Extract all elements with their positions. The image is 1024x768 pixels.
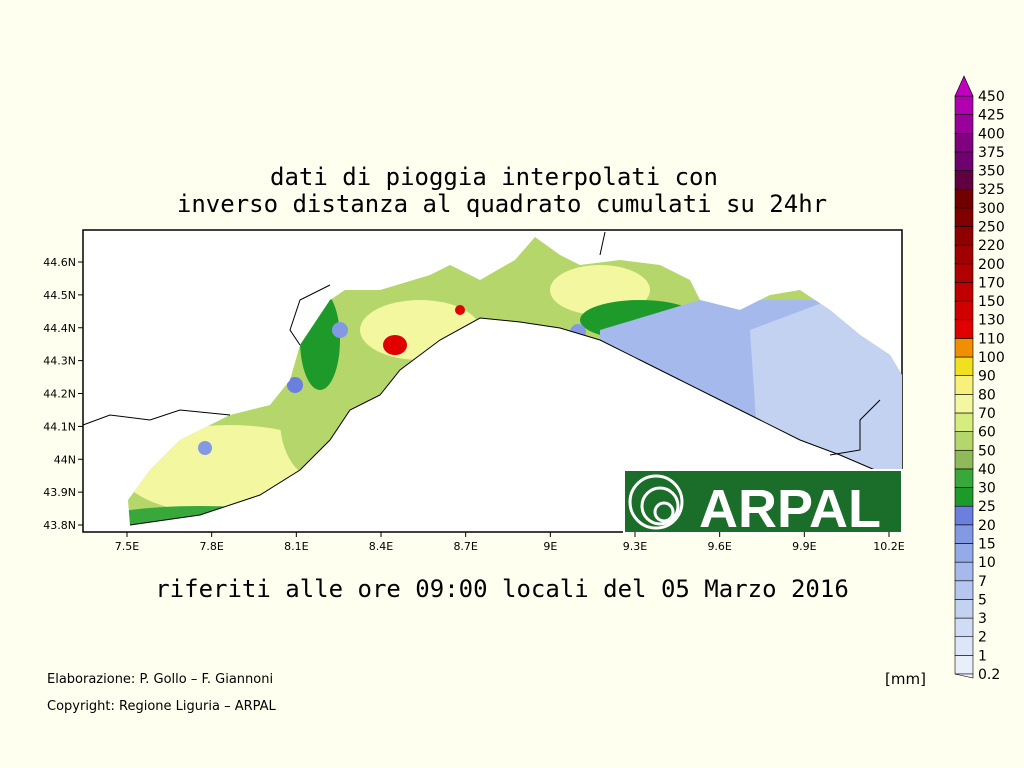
- colorbar-label: 110: [978, 331, 1005, 347]
- colorbar-label: 10: [978, 555, 996, 571]
- colorbar-swatch: [954, 75, 974, 97]
- colorbar-swatch: [954, 226, 974, 246]
- colorbar-swatch: [954, 487, 974, 507]
- colorbar-swatch: [954, 655, 974, 675]
- colorbar-label: 15: [978, 536, 996, 552]
- colorbar-swatch: [954, 375, 974, 395]
- colorbar-label: 130: [978, 313, 1005, 329]
- colorbar-swatch: [954, 617, 974, 638]
- colorbar-swatch: [954, 170, 974, 190]
- colorbar-label: 450: [978, 89, 1005, 105]
- colorbar-swatch: [954, 431, 974, 451]
- colorbar-swatch: [954, 580, 974, 600]
- colorbar-label: 425: [978, 108, 1005, 124]
- colorbar-label: 60: [978, 425, 996, 441]
- colorbar-swatch: [954, 319, 974, 339]
- lon-label: 9.6E: [707, 540, 731, 553]
- lon-label: 9.9E: [792, 540, 816, 553]
- colorbar-label: 30: [978, 481, 996, 497]
- colorbar-swatch: [954, 132, 974, 153]
- colorbar-swatch: [954, 151, 974, 171]
- colorbar-swatch: [954, 412, 974, 432]
- map-frame: ARPAL: [82, 229, 903, 539]
- colorbar-label: 300: [978, 201, 1005, 217]
- colorbar-label: 70: [978, 406, 996, 422]
- colorbar-label: 100: [978, 350, 1005, 366]
- colorbar-label: 325: [978, 182, 1005, 198]
- colorbar-swatch: [954, 356, 974, 376]
- colorbar-label: 20: [978, 518, 996, 534]
- lon-label: 8.7E: [453, 540, 477, 553]
- unit-label: [mm]: [885, 670, 926, 688]
- colorbar-swatch: [954, 468, 974, 488]
- lon-label: 9E: [543, 540, 557, 553]
- colorbar-swatch: [954, 95, 974, 115]
- colorbar-label: 150: [978, 294, 1005, 310]
- colorbar-swatch: [954, 505, 974, 526]
- lon-label: 8.1E: [284, 540, 308, 553]
- colorbar-swatch: [954, 449, 974, 470]
- colorbar-swatch: [954, 188, 974, 209]
- colorbar-swatch: [954, 244, 974, 265]
- subtitle: riferiti alle ore 09:00 locali del 05 Ma…: [155, 575, 849, 603]
- colorbar-label: 200: [978, 257, 1005, 273]
- colorbar-swatch: [954, 207, 974, 227]
- colorbar-label: 400: [978, 126, 1005, 142]
- colorbar-swatch: [954, 543, 974, 563]
- lat-label: 43.8N: [43, 519, 76, 532]
- lat-label: 44.6N: [43, 256, 76, 269]
- colorbar-label: 250: [978, 220, 1005, 236]
- colorbar-swatch: [954, 263, 974, 283]
- colorbar-label: 2: [978, 630, 987, 646]
- credit: Copyright: Regione Liguria – ARPAL: [47, 699, 277, 714]
- colorbar-label: 170: [978, 275, 1005, 291]
- colorbar-label: 7: [978, 574, 987, 590]
- logo: ARPAL: [623, 469, 903, 539]
- colorbar-label: 40: [978, 462, 996, 478]
- lon-label: 8.4E: [369, 540, 393, 553]
- colorbar-label: 3: [978, 611, 987, 627]
- borders: [82, 231, 881, 526]
- lon-label: 7.5E: [115, 540, 139, 553]
- colorbar-label: 5: [978, 592, 987, 608]
- lat-label: 43.9N: [43, 486, 76, 499]
- title-line: inverso distanza al quadrato cumulati su…: [177, 190, 827, 218]
- colorbar-swatch: [954, 636, 974, 656]
- credit: Elaborazione: P. Gollo – F. Giannoni: [47, 672, 273, 687]
- logo-text: ARPAL: [699, 479, 881, 539]
- lat-label: 44.4N: [43, 322, 76, 335]
- lat-label: 44.1N: [43, 420, 76, 433]
- colorbar-label: 80: [978, 387, 996, 403]
- colorbar-label: 0.2: [978, 667, 1000, 683]
- colorbar-swatch: [954, 338, 974, 358]
- colorbar-label: 375: [978, 145, 1005, 161]
- colorbar-swatch: [954, 300, 974, 321]
- lat-label: 44.2N: [43, 388, 76, 401]
- colorbar-swatch: [954, 394, 974, 414]
- colorbar-label: 350: [978, 164, 1005, 180]
- lat-label: 44.5N: [43, 289, 76, 302]
- colorbar-label: 25: [978, 499, 996, 515]
- colorbar-label: 90: [978, 369, 996, 385]
- colorbar-bottom: [954, 673, 974, 679]
- lon-label: 10.2E: [873, 540, 904, 553]
- lat-label: 44N: [54, 453, 76, 466]
- colorbar-swatch: [954, 524, 974, 544]
- colorbar-label: 1: [978, 648, 987, 664]
- colorbar-swatch: [954, 114, 974, 134]
- title-line: dati di pioggia interpolati con: [270, 163, 718, 191]
- colorbar-label: 50: [978, 443, 996, 459]
- lat-label: 44.3N: [43, 355, 76, 368]
- colorbar-swatch: [954, 599, 974, 619]
- lon-label: 7.8E: [199, 540, 223, 553]
- lon-label: 9.3E: [623, 540, 647, 553]
- colorbar-swatch: [954, 561, 974, 582]
- colorbar-label: 220: [978, 238, 1005, 254]
- colorbar-swatch: [954, 282, 974, 302]
